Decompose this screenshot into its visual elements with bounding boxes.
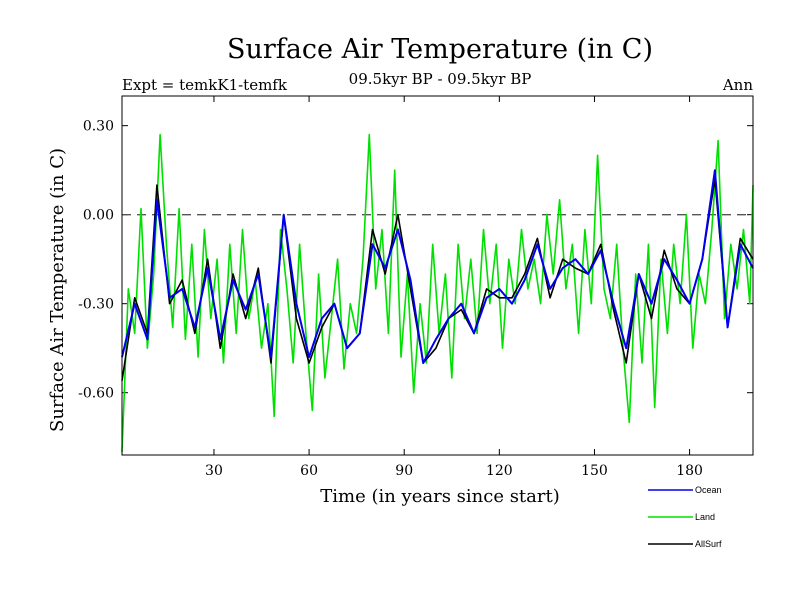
- y-tick-label: -0.60: [78, 386, 114, 402]
- y-tick-label: 0.00: [83, 208, 114, 224]
- plot-frame: [121, 95, 754, 456]
- x-tick-label: 180: [676, 463, 703, 479]
- axis-ticks: 30 60 90 120 150 180 0.30 0.00 -0.30 -0.60: [78, 96, 753, 479]
- y-tick-label: 0.30: [83, 119, 114, 135]
- series-line-ocean: [121, 169, 754, 364]
- x-tick-label: 90: [395, 463, 413, 479]
- y-tick-label: -0.30: [78, 297, 114, 313]
- period-label: 09.5kyr BP - 09.5kyr BP: [349, 70, 532, 88]
- series-line-land: [121, 133, 754, 453]
- x-tick-label: 60: [300, 463, 318, 479]
- x-tick-label: 30: [205, 463, 223, 479]
- x-tick-label: 120: [486, 463, 513, 479]
- legend-label-allsurf: AllSurf: [695, 539, 722, 549]
- x-axis-label: Time (in years since start): [320, 486, 560, 507]
- legend-label-land: Land: [695, 512, 715, 522]
- experiment-label: Expt = temkK1-temfk: [122, 76, 288, 94]
- season-label: Ann: [722, 76, 753, 94]
- y-axis-label: Surface Air Temperature (in C): [47, 148, 68, 432]
- legend-label-ocean: Ocean: [695, 485, 722, 495]
- x-tick-label: 150: [581, 463, 608, 479]
- legend: Ocean Land AllSurf: [648, 485, 722, 549]
- series-lines: [121, 133, 754, 453]
- chart-title: Surface Air Temperature (in C): [227, 34, 653, 65]
